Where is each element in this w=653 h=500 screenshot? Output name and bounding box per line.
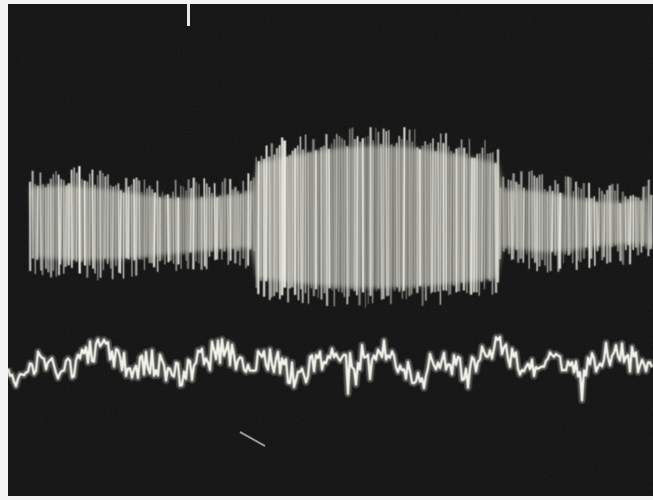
screen-scratch (239, 431, 266, 447)
film-grain (8, 4, 653, 496)
